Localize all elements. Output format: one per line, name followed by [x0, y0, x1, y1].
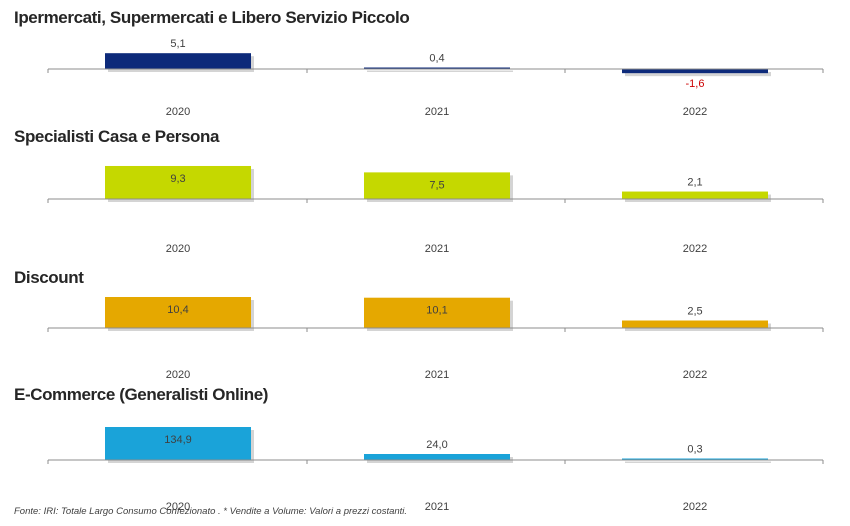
category-label: 2021 [425, 501, 449, 513]
value-label: -1,6 [686, 78, 705, 90]
value-label: 7,5 [429, 179, 444, 191]
source-footnote: Fonte: IRI: Totale Largo Consumo Confezi… [14, 506, 408, 517]
value-label: 2,1 [687, 177, 702, 189]
bar-2022 [622, 458, 768, 460]
category-label: 2022 [683, 106, 707, 118]
bar-2021 [364, 67, 510, 69]
chart-svg: 134,9 2020 24,0 2021 0,3 2022 [47, 427, 824, 513]
category-label: 2020 [166, 369, 190, 381]
value-label: 10,1 [426, 305, 447, 317]
category-label: 2021 [425, 106, 449, 118]
chart-panel-ecommerce: E-Commerce (Generalisti Online) 134,9 202… [0, 385, 850, 526]
bar-2020 [105, 297, 251, 328]
bar-2020 [105, 53, 251, 69]
chart-svg: 9,3 2020 7,5 2021 2,1 2022 [47, 165, 824, 255]
chart-svg: 10,4 2020 10,1 2021 2,5 2022 [47, 297, 824, 381]
bar-2021 [364, 297, 510, 328]
bar-2020 [105, 165, 251, 199]
value-label: 0,3 [687, 444, 702, 456]
bar-shadow [625, 461, 771, 463]
category-label: 2020 [166, 501, 190, 513]
chart-title: Ipermercati, Supermercati e Libero Servi… [14, 8, 410, 27]
value-label: 134,9 [164, 434, 192, 446]
bar-2021 [364, 172, 510, 199]
value-label: 9,3 [170, 173, 185, 185]
bar-shadow [367, 70, 513, 72]
bar-2021 [364, 454, 510, 460]
category-label: 2022 [683, 501, 707, 513]
value-label: 0,4 [429, 53, 444, 65]
category-label: 2022 [683, 369, 707, 381]
value-label: 24,0 [426, 439, 447, 451]
category-label: 2020 [166, 243, 190, 255]
chart-title: E-Commerce (Generalisti Online) [14, 385, 269, 404]
bar-shadow [625, 72, 771, 77]
value-label: 10,4 [167, 304, 188, 316]
chart-svg: 5,1 2020 0,4 2021 -1,6 2022 [47, 38, 824, 118]
category-label: 2021 [425, 369, 449, 381]
bar-2022 [622, 69, 768, 74]
bar-2020 [105, 427, 251, 460]
value-label: 2,5 [687, 306, 702, 318]
chart-panel-ipermercati: Ipermercati, Supermercati e Libero Servi… [0, 8, 850, 128]
bar-2022 [622, 320, 768, 328]
chart-panel-specialisti: Specialisti Casa e Persona 9,3 2020 7,5 202… [0, 127, 850, 262]
category-label: 2022 [683, 243, 707, 255]
value-label: 5,1 [170, 38, 185, 50]
category-label: 2020 [166, 106, 190, 118]
chart-panel-discount: Discount 10,4 2020 10,1 2021 2,5 2022 [0, 268, 850, 388]
chart-title: Discount [14, 268, 84, 287]
category-label: 2021 [425, 243, 449, 255]
chart-title: Specialisti Casa e Persona [14, 127, 220, 146]
bar-2022 [622, 191, 768, 199]
